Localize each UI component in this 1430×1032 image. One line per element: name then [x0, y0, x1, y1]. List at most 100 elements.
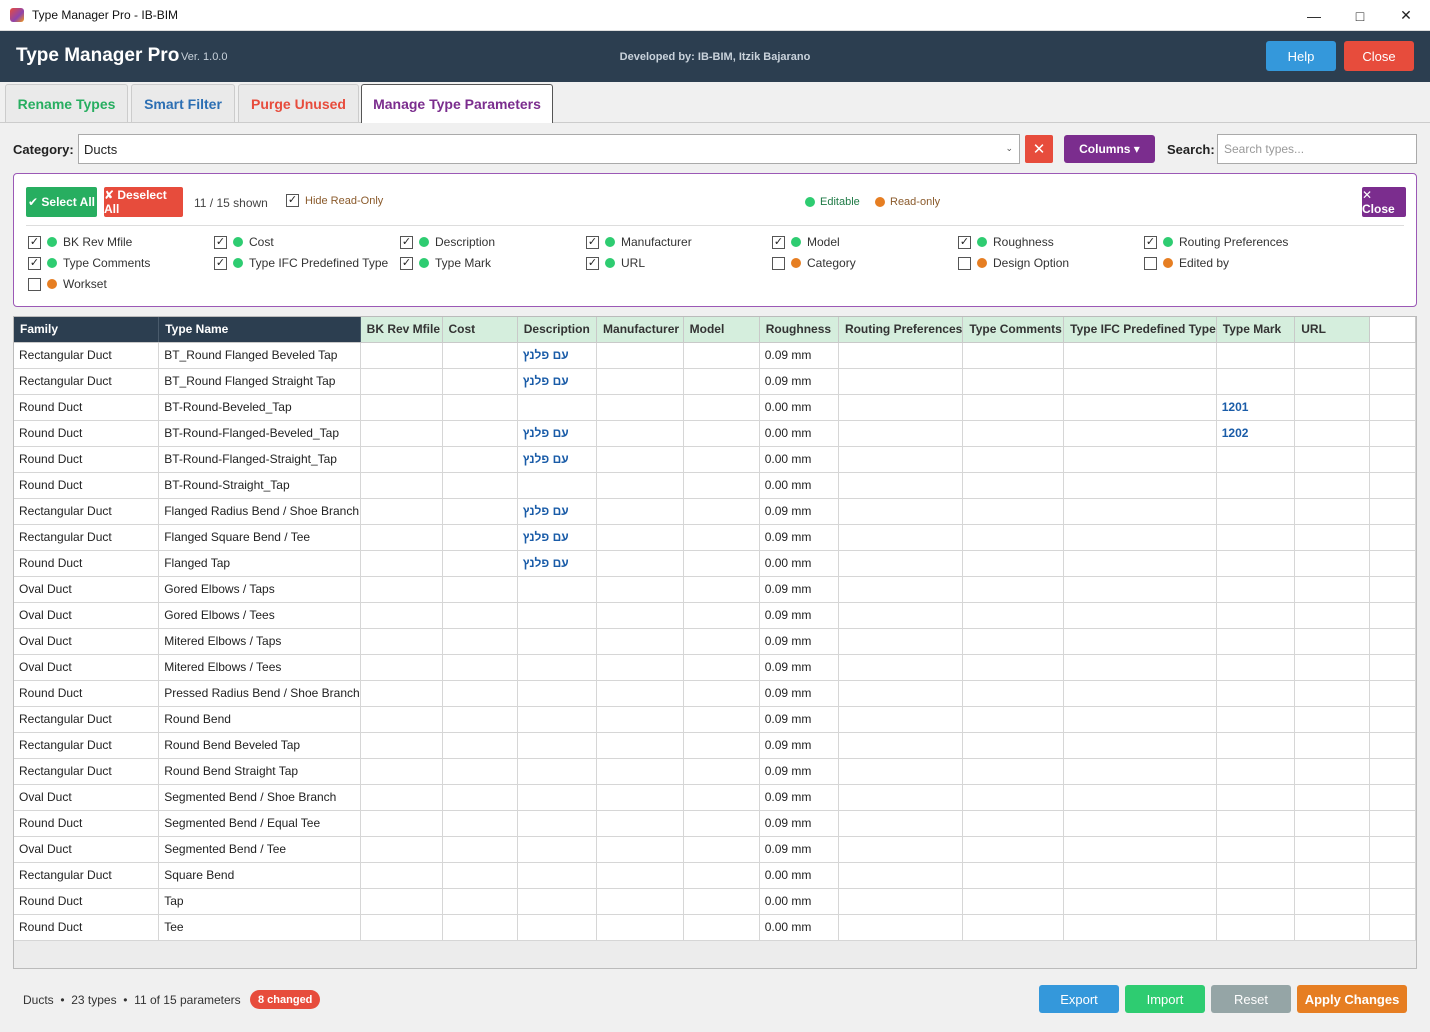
- table-row[interactable]: Rectangular Duct BT_Round Flanged Straigh…: [14, 368, 1416, 395]
- table-cell[interactable]: [596, 446, 684, 473]
- deselect-all-button[interactable]: ✘ Deselect All: [104, 187, 183, 217]
- table-cell[interactable]: [1216, 758, 1296, 785]
- table-cell[interactable]: [1294, 602, 1371, 629]
- table-cell[interactable]: [517, 888, 598, 915]
- table-cell[interactable]: [442, 524, 518, 551]
- table-row[interactable]: Round Duct Tee 0.00 mm: [14, 914, 1416, 941]
- table-cell[interactable]: [1294, 446, 1371, 473]
- table-cell[interactable]: [442, 368, 518, 395]
- table-cell[interactable]: [1294, 498, 1371, 525]
- table-cell[interactable]: [962, 524, 1065, 551]
- table-cell[interactable]: [962, 706, 1065, 733]
- table-cell[interactable]: [360, 706, 443, 733]
- table-cell[interactable]: [517, 654, 598, 681]
- search-input[interactable]: [1217, 134, 1417, 164]
- table-cell[interactable]: [442, 446, 518, 473]
- table-cell[interactable]: [1216, 550, 1296, 577]
- column-option[interactable]: ✓ BK Rev Mfile: [28, 235, 132, 249]
- table-cell[interactable]: [596, 628, 684, 655]
- table-cell[interactable]: [360, 576, 443, 603]
- table-cell[interactable]: [683, 420, 760, 447]
- table-cell[interactable]: 0.00 mm: [759, 420, 839, 447]
- table-row[interactable]: Oval Duct Mitered Elbows / Tees 0.09 mm: [14, 654, 1416, 681]
- table-cell[interactable]: [683, 888, 760, 915]
- column-checkbox[interactable]: [958, 256, 971, 270]
- table-cell[interactable]: [517, 628, 598, 655]
- table-cell[interactable]: [1216, 914, 1296, 941]
- table-cell[interactable]: [442, 654, 518, 681]
- table-cell[interactable]: [596, 758, 684, 785]
- table-cell[interactable]: [962, 810, 1065, 837]
- table-cell[interactable]: 0.00 mm: [759, 472, 839, 499]
- table-cell[interactable]: 0.00 mm: [759, 394, 839, 421]
- table-cell[interactable]: 0.09 mm: [759, 680, 839, 707]
- table-cell[interactable]: 0.09 mm: [759, 498, 839, 525]
- table-cell[interactable]: [838, 550, 964, 577]
- table-cell[interactable]: [1063, 810, 1217, 837]
- table-cell[interactable]: 0.09 mm: [759, 810, 839, 837]
- table-cell[interactable]: [360, 914, 443, 941]
- table-cell[interactable]: [517, 732, 598, 759]
- table-cell[interactable]: [360, 758, 443, 785]
- table-cell[interactable]: [360, 368, 443, 395]
- table-cell[interactable]: [962, 654, 1065, 681]
- table-cell[interactable]: [442, 862, 518, 889]
- table-cell[interactable]: [1063, 602, 1217, 629]
- table-cell[interactable]: 0.09 mm: [759, 576, 839, 603]
- table-row[interactable]: Rectangular Duct Square Bend 0.00 mm: [14, 862, 1416, 889]
- table-cell[interactable]: [962, 602, 1065, 629]
- table-cell[interactable]: [962, 550, 1065, 577]
- table-row[interactable]: Round Duct BT-Round-Straight_Tap 0.00 mm: [14, 472, 1416, 499]
- table-cell[interactable]: [838, 888, 964, 915]
- table-cell[interactable]: [962, 420, 1065, 447]
- table-cell[interactable]: [1063, 420, 1217, 447]
- table-cell[interactable]: [683, 706, 760, 733]
- help-button[interactable]: Help: [1266, 41, 1336, 71]
- table-cell[interactable]: [596, 680, 684, 707]
- table-cell[interactable]: 0.09 mm: [759, 628, 839, 655]
- table-cell[interactable]: [1063, 680, 1217, 707]
- column-checkbox[interactable]: ✓: [214, 235, 227, 249]
- column-option[interactable]: ✓ Type Mark: [400, 256, 491, 270]
- table-cell[interactable]: [442, 576, 518, 603]
- table-cell[interactable]: [1216, 576, 1296, 603]
- reset-button[interactable]: Reset: [1211, 985, 1291, 1013]
- table-row[interactable]: Rectangular Duct Round Bend 0.09 mm: [14, 706, 1416, 733]
- table-cell[interactable]: [1216, 680, 1296, 707]
- table-cell[interactable]: [1294, 420, 1371, 447]
- table-row[interactable]: Round Duct Flanged Tap עם פלנץ 0.00 mm: [14, 550, 1416, 577]
- table-cell[interactable]: עם פלנץ: [517, 524, 598, 551]
- column-header[interactable]: Cost: [442, 317, 518, 343]
- columns-button[interactable]: Columns ▾: [1064, 135, 1155, 163]
- table-cell[interactable]: [1294, 862, 1371, 889]
- table-cell[interactable]: 0.09 mm: [759, 758, 839, 785]
- table-cell[interactable]: [596, 654, 684, 681]
- table-row[interactable]: Round Duct BT-Round-Flanged-Beveled_Tap עם…: [14, 420, 1416, 447]
- table-cell[interactable]: [1063, 342, 1217, 369]
- table-cell[interactable]: [1063, 498, 1217, 525]
- table-cell[interactable]: [1063, 888, 1217, 915]
- table-cell[interactable]: עם פלנץ: [517, 550, 598, 577]
- table-cell[interactable]: [360, 524, 443, 551]
- tab-rename-types[interactable]: Rename Types: [5, 84, 128, 122]
- table-cell[interactable]: [838, 576, 964, 603]
- table-cell[interactable]: [596, 550, 684, 577]
- column-checkbox[interactable]: ✓: [1144, 235, 1157, 249]
- table-row[interactable]: Oval Duct Mitered Elbows / Taps 0.09 mm: [14, 628, 1416, 655]
- table-cell[interactable]: 0.09 mm: [759, 602, 839, 629]
- table-cell[interactable]: [517, 836, 598, 863]
- window-close-icon[interactable]: ✕: [1400, 7, 1412, 23]
- table-cell[interactable]: [683, 914, 760, 941]
- table-cell[interactable]: [517, 394, 598, 421]
- table-cell[interactable]: [1063, 914, 1217, 941]
- table-cell[interactable]: 0.09 mm: [759, 784, 839, 811]
- table-cell[interactable]: [596, 914, 684, 941]
- table-cell[interactable]: [360, 836, 443, 863]
- table-cell[interactable]: [360, 888, 443, 915]
- column-checkbox[interactable]: ✓: [772, 235, 785, 249]
- tab-smart-filter[interactable]: Smart Filter: [131, 84, 235, 122]
- table-cell[interactable]: 0.09 mm: [759, 706, 839, 733]
- column-option[interactable]: ✓ Type Comments: [28, 256, 150, 270]
- table-cell[interactable]: [360, 446, 443, 473]
- table-cell[interactable]: [1216, 784, 1296, 811]
